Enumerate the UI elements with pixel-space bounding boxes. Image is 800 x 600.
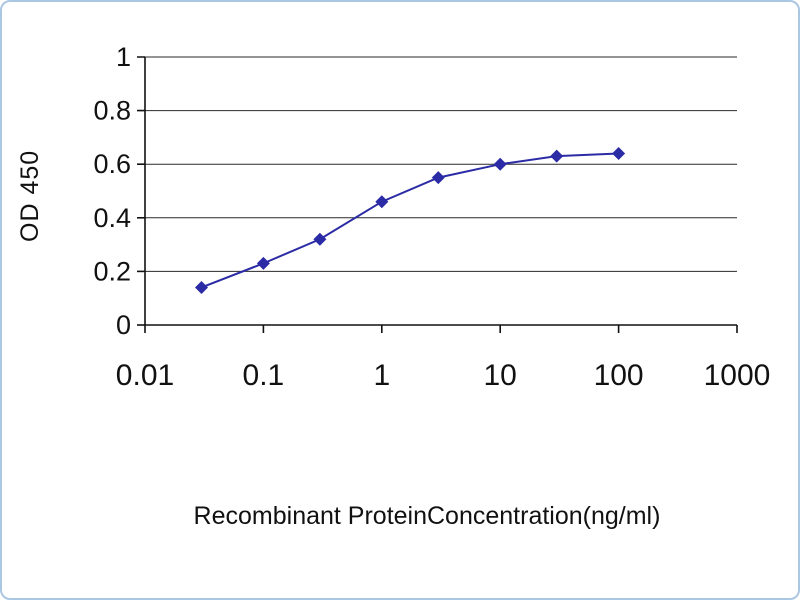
x-tick-label: 1 [373, 359, 390, 392]
data-point-marker [612, 146, 626, 160]
y-tick-label: 0.2 [93, 256, 131, 286]
y-tick-label: 0.6 [93, 149, 131, 179]
y-tick-label: 0.4 [93, 203, 131, 233]
data-point-marker [431, 171, 445, 185]
data-point-marker [493, 157, 507, 171]
x-tick-label: 100 [594, 359, 644, 392]
series-line [201, 152, 619, 289]
x-tick-label: 0.01 [116, 359, 174, 392]
x-axis-title: Recombinant ProteinConcentration(ng/ml) [193, 502, 661, 530]
x-tick-label: 1000 [704, 359, 771, 392]
y-tick-label: 0.8 [93, 96, 131, 126]
x-tick-label: 10 [484, 359, 517, 392]
data-point-marker [194, 280, 208, 294]
y-tick-label: 0 [116, 310, 131, 340]
data-point-marker [550, 149, 564, 163]
data-point-marker [313, 232, 327, 246]
y-tick-label: 1 [116, 42, 131, 72]
x-tick-label: 0.1 [243, 359, 285, 392]
data-point-marker [256, 256, 270, 270]
data-point-marker [375, 195, 389, 209]
